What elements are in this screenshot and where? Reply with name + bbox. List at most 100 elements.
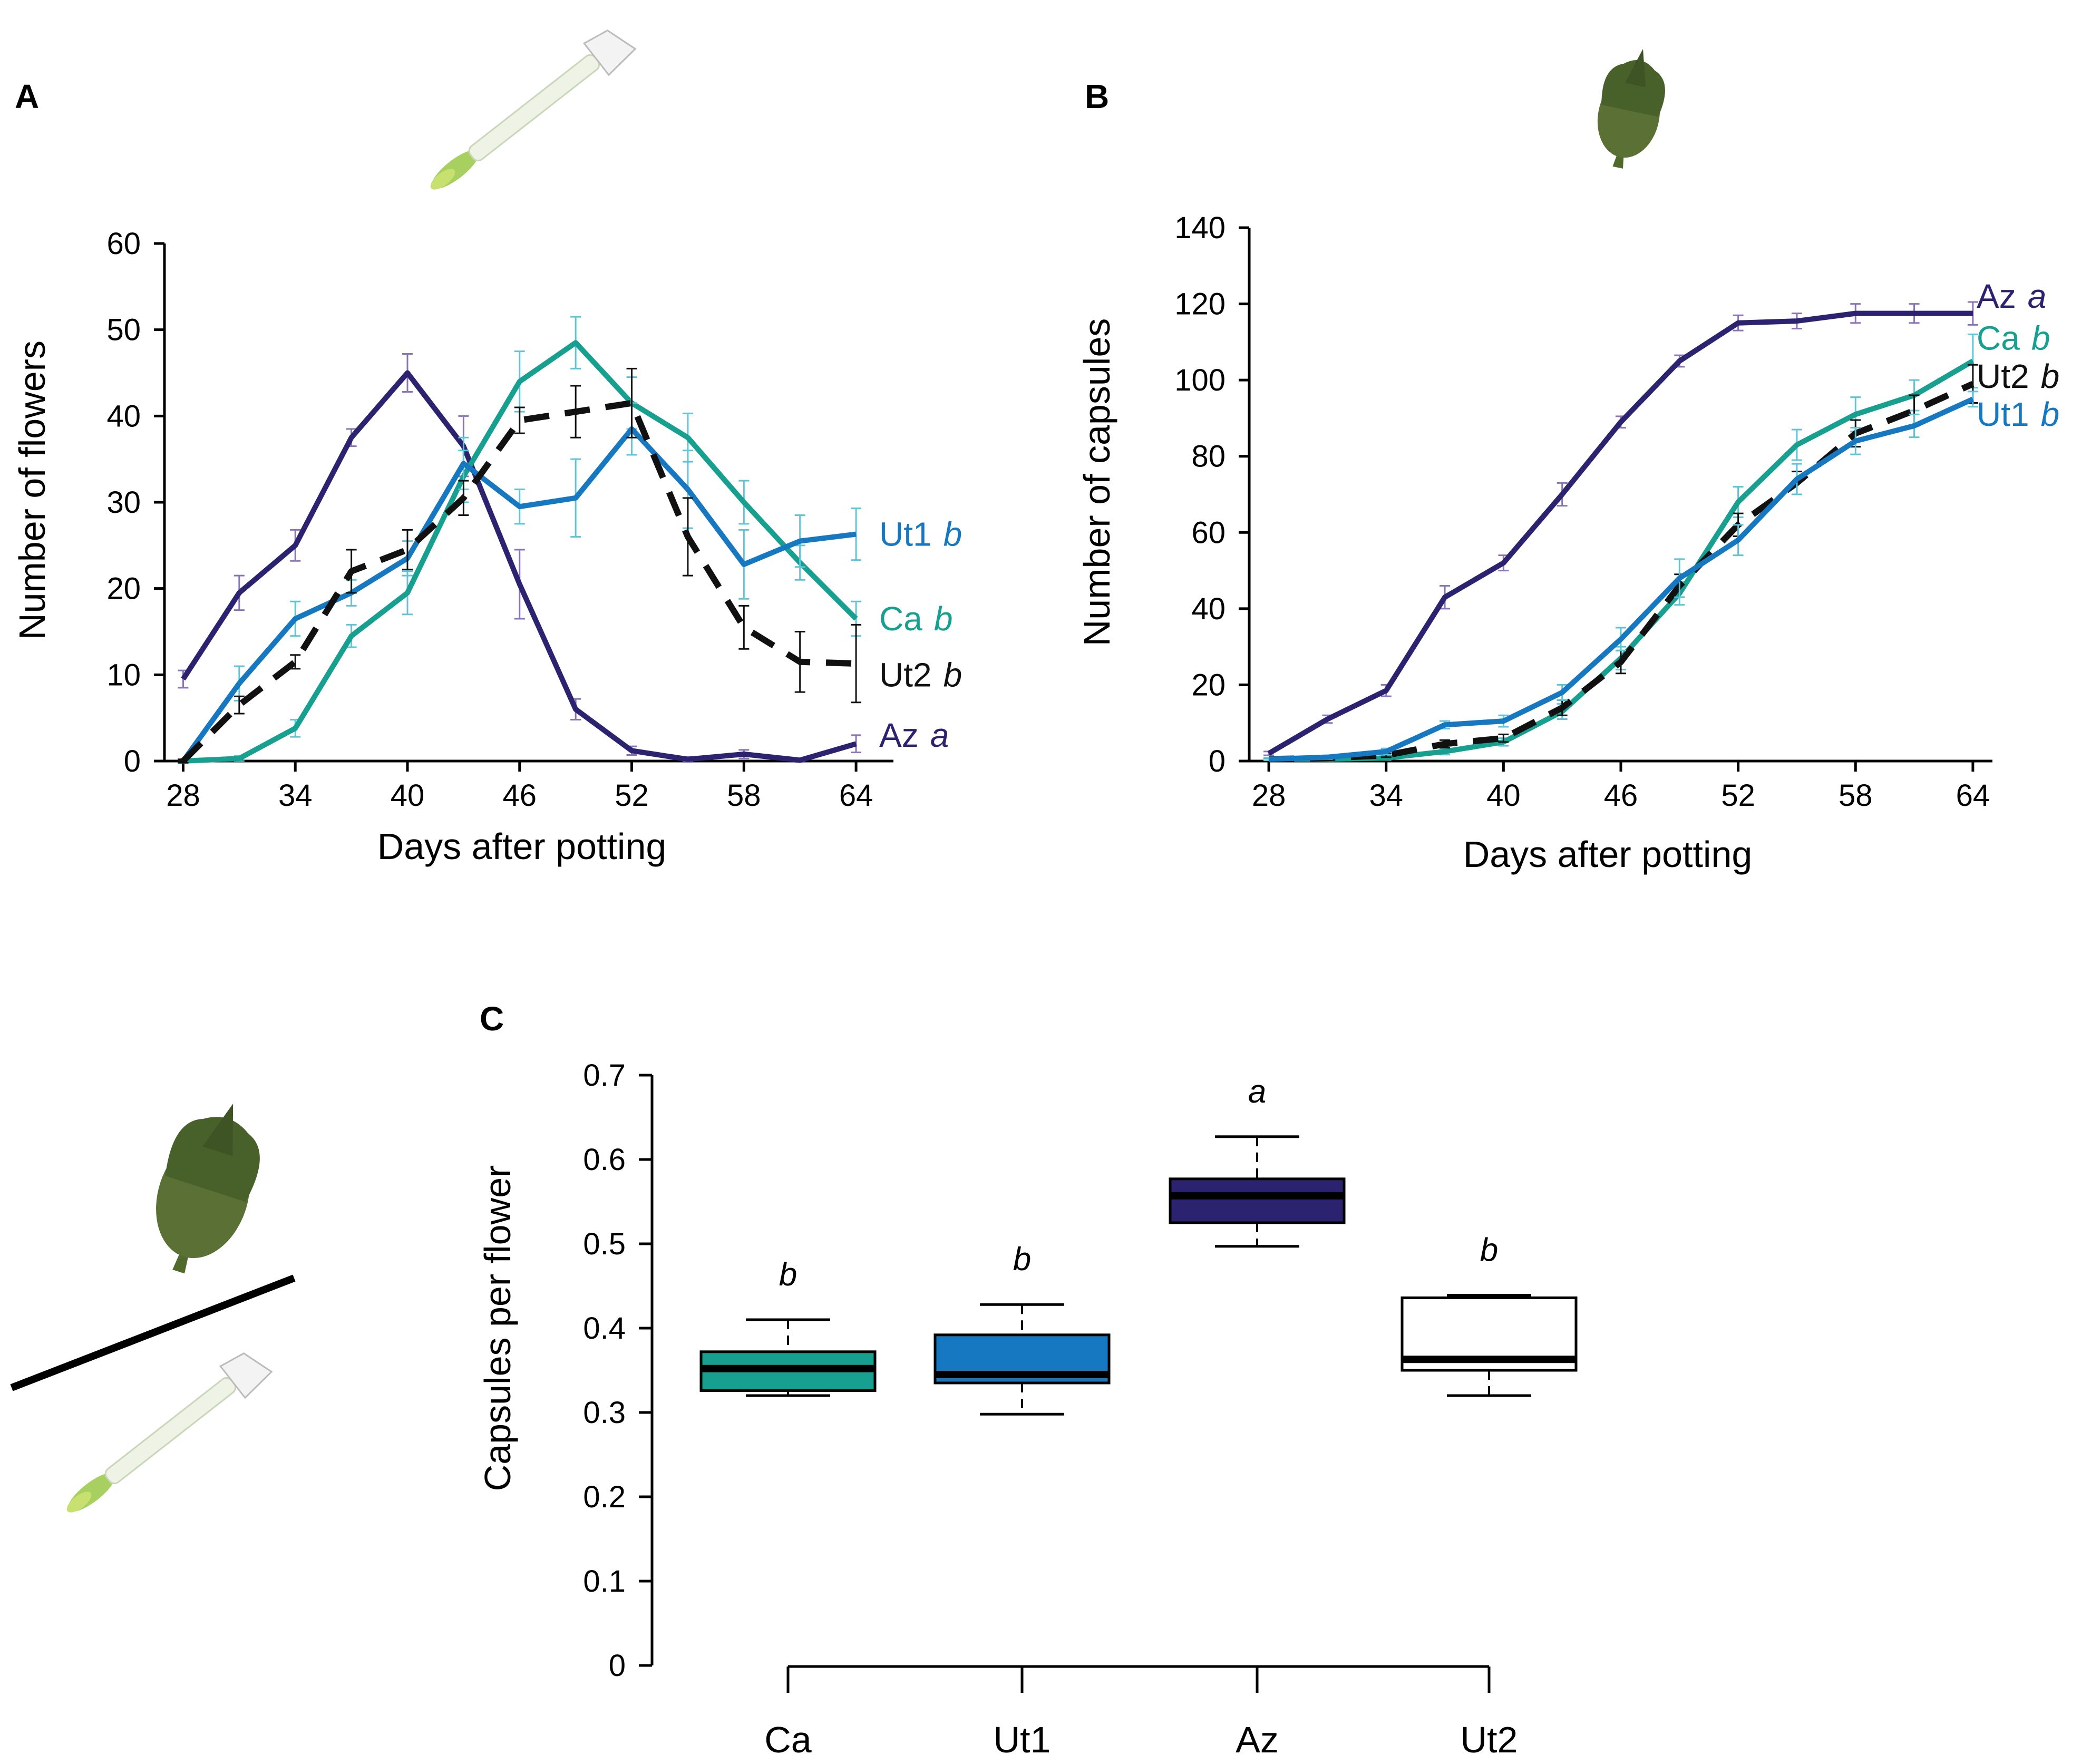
x-tick-label: 46 xyxy=(503,778,537,813)
y-tick-label: 60 xyxy=(1191,515,1226,550)
x-tick-label: 52 xyxy=(615,778,649,813)
y-tick-label: 20 xyxy=(106,572,141,606)
x-tick-label: 34 xyxy=(278,778,313,813)
box-iqr xyxy=(1169,1177,1346,1224)
series-line-ut1 xyxy=(1268,396,1974,762)
y-tick-label: 0.1 xyxy=(583,1564,626,1599)
panel-a-xlabel: Days after potting xyxy=(377,826,667,867)
series-label-ut1: Ut1 b xyxy=(879,515,962,553)
panel-a-axes: 0 10 20 30 40 50 60 28 34 40 46 52 58 64 xyxy=(106,227,893,813)
series-line-az xyxy=(1267,310,1973,756)
panel-a-chart: A 0 10 20 30 40 50 60 28 34 40 46 52 58 64 Number of … xyxy=(12,30,962,867)
series-ca xyxy=(178,316,862,764)
y-tick-label: 50 xyxy=(106,313,141,347)
capsule-icon xyxy=(1597,48,1665,169)
panel-b-xlabel: Days after potting xyxy=(1463,834,1753,875)
series-az xyxy=(178,353,862,763)
y-tick-label: 60 xyxy=(106,227,141,261)
y-tick-label: 0.7 xyxy=(583,1058,626,1093)
y-tick-label: 0.6 xyxy=(583,1143,626,1177)
panel-c-ylabel: Capsules per flower xyxy=(477,1165,518,1492)
box-az: a xyxy=(1169,1074,1346,1248)
panel-a-ylabel: Number of flowers xyxy=(12,340,53,640)
y-tick-label: 80 xyxy=(1191,440,1226,474)
x-tick-label: 58 xyxy=(727,778,761,813)
x-tick-label: Az xyxy=(1236,1719,1279,1760)
series-label-ut1: Ut1 b xyxy=(1977,395,2059,433)
series-ut2 xyxy=(178,367,862,764)
y-tick-label: 140 xyxy=(1174,211,1226,245)
ratio-capsule-icon xyxy=(156,1104,260,1274)
box-ut1: b xyxy=(933,1241,1111,1416)
series-name: Ut1 xyxy=(1977,395,2029,433)
significance-letter: b xyxy=(2041,357,2060,395)
series-line-az xyxy=(181,370,857,763)
x-tick-label: 28 xyxy=(1252,778,1286,813)
capsule-per-flower-icon xyxy=(10,1104,296,1513)
box-ut2: b xyxy=(1401,1232,1578,1397)
series-name: Ut2 xyxy=(1977,357,2029,395)
y-tick-label: 0 xyxy=(1209,744,1226,778)
panel-b-series xyxy=(1263,301,1978,763)
series-label-az: Az a xyxy=(879,716,949,754)
x-tick-label: Ut2 xyxy=(1461,1719,1518,1760)
panel-c-chart: C 0 0.1 0.2 0.3 0.4 0.5 0.6 0.7 Ca Ut1 Az Ut2 Capsu… xyxy=(10,1000,1578,1760)
series-label-ut2: Ut2 b xyxy=(1977,357,2059,395)
y-tick-label: 100 xyxy=(1174,363,1226,397)
y-tick-label: 120 xyxy=(1174,287,1226,321)
box-ca: b xyxy=(699,1256,877,1397)
panel-a-label: A xyxy=(15,77,39,115)
series-label-ca: Ca b xyxy=(1977,319,2050,357)
flower-icon xyxy=(430,30,637,190)
significance-letter: b xyxy=(779,1256,797,1293)
y-tick-label: 10 xyxy=(106,658,141,692)
y-tick-label: 0.3 xyxy=(583,1396,626,1430)
panel-c-axes: 0 0.1 0.2 0.3 0.4 0.5 0.6 0.7 Ca Ut1 Az Ut2 xyxy=(583,1058,1518,1760)
panel-a-series xyxy=(178,316,862,764)
x-tick-label: 46 xyxy=(1604,778,1638,813)
series-name: Ca xyxy=(1977,319,2020,357)
x-tick-label: 28 xyxy=(166,778,200,813)
significance-letter: b xyxy=(2041,395,2060,433)
panel-b-label: B xyxy=(1085,77,1109,115)
significance-letter: b xyxy=(934,600,953,638)
y-tick-label: 0.2 xyxy=(583,1480,626,1514)
panel-c-label: C xyxy=(480,1000,504,1038)
y-tick-label: 0.5 xyxy=(583,1227,626,1261)
series-label-ut2: Ut2 b xyxy=(879,656,962,694)
series-name: Ut1 xyxy=(879,515,932,553)
y-tick-label: 0.4 xyxy=(583,1311,626,1346)
x-tick-label: 40 xyxy=(391,778,425,813)
panel-b-chart: B 0 20 40 60 80 100 120 140 28 34 40 46 52 58 64 Numbe… xyxy=(1076,48,2059,875)
y-tick-label: 20 xyxy=(1191,668,1226,702)
significance-letter: b xyxy=(2031,319,2050,357)
significance-letter: b xyxy=(1480,1232,1498,1269)
significance-letter: a xyxy=(2028,277,2047,315)
series-ut1 xyxy=(1263,391,1978,762)
x-tick-label: 58 xyxy=(1839,778,1873,813)
x-tick-label: Ca xyxy=(764,1719,812,1760)
x-tick-label: 52 xyxy=(1721,778,1755,813)
x-tick-label: 34 xyxy=(1369,778,1403,813)
significance-letter: a xyxy=(930,716,949,754)
ratio-flower-icon xyxy=(66,1352,273,1513)
series-az xyxy=(1263,301,1978,756)
series-name: Ut2 xyxy=(879,656,932,694)
x-tick-label: Ut1 xyxy=(994,1719,1051,1760)
series-label-ca: Ca b xyxy=(879,600,952,638)
series-line-ut1 xyxy=(181,426,857,763)
y-tick-label: 40 xyxy=(106,399,141,433)
significance-letter: b xyxy=(1013,1241,1031,1278)
series-name: Az xyxy=(879,716,919,754)
significance-letter: b xyxy=(944,656,962,694)
series-line-ca xyxy=(183,340,858,764)
panel-b-ylabel: Number of capsules xyxy=(1076,318,1117,647)
panel-c-boxes: b b a b xyxy=(699,1074,1578,1416)
significance-letter: b xyxy=(944,515,962,553)
series-name: Az xyxy=(1977,277,2016,315)
x-tick-label: 64 xyxy=(839,778,873,813)
ratio-divider-line xyxy=(10,1274,296,1391)
